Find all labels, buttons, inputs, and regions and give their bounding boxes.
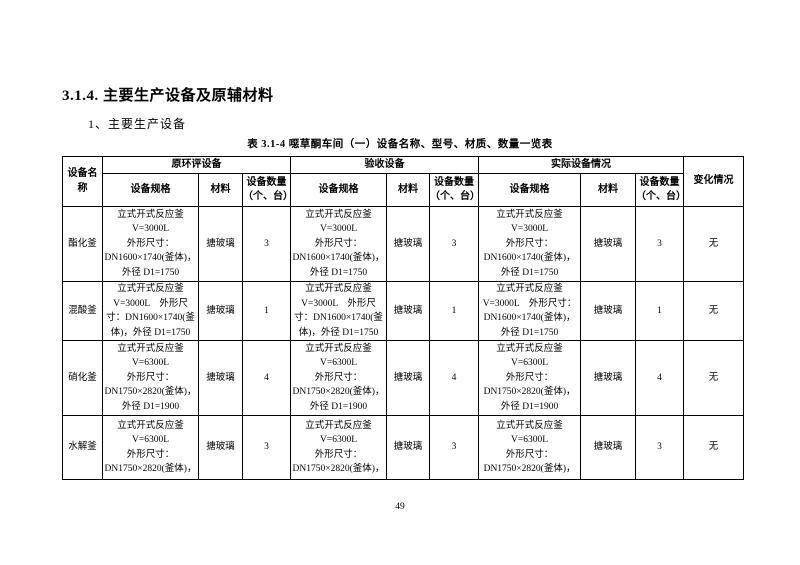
- header-change: 变化情况: [683, 156, 745, 207]
- header-actual-material: 材料: [580, 173, 637, 207]
- orig-spec: 立式开式反应釜 V=3000L 外形尺寸： DN1600×1740(釜体)， 外…: [102, 206, 199, 282]
- actual-material: 搪玻璃: [580, 415, 637, 480]
- change-status: 无: [683, 415, 745, 480]
- table-header-row-sub: 设备规格 材料 设备数量 （个、台） 设备规格 材料 设备数量 （个、台） 设备…: [63, 173, 744, 207]
- accept-spec: 立式开式反应釜 V=3000L 外形尺寸： DN1600×1740(釜体)， 外…: [290, 206, 387, 282]
- table-row: 硝化釜 立式开式反应釜 V=6300L 外形尺寸： DN1750×2820(釜体…: [62, 340, 745, 416]
- orig-material: 搪玻璃: [198, 281, 243, 341]
- header-orig-material: 材料: [198, 173, 243, 207]
- orig-spec: 立式开式反应釜 V=3000L 外形尺 寸：DN1600×1740(釜 体)，外…: [102, 281, 199, 341]
- actual-spec: 立式开式反应釜 V=6300L 外形尺寸： DN1750×2820(釜体)，: [478, 415, 582, 480]
- accept-spec: 立式开式反应釜 V=6300L 外形尺寸： DN1750×2820(釜体)，: [290, 415, 387, 480]
- accept-qty: 3: [428, 206, 480, 282]
- orig-qty: 4: [242, 340, 291, 416]
- accept-qty: 3: [428, 415, 480, 480]
- equipment-name: 硝化釜: [62, 340, 103, 416]
- header-orig-spec: 设备规格: [102, 173, 199, 207]
- table-caption: 表 3.1-4 噁草酮车间（一）设备名称、型号、材质、数量一览表: [247, 139, 553, 150]
- accept-material: 搪玻璃: [386, 415, 430, 480]
- table-row: 混酸釜 立式开式反应釜 V=3000L 外形尺 寸：DN1600×1740(釜 …: [62, 281, 745, 341]
- equipment-name: 混酸釜: [62, 281, 103, 341]
- actual-spec: 立式开式反应釜 V=6300L 外形尺寸： DN1750×2820(釜体)， 外…: [478, 340, 582, 416]
- header-accept-qty: 设备数量 （个、台）: [428, 173, 480, 207]
- actual-spec: 立式开式反应釜 V=3000L 外形尺寸： DN1600×1740(釜体)， 外…: [478, 281, 582, 341]
- equipment-table: 设备名称 原环评设备 验收设备 实际设备情况 变化情况 设备规格 材料 设备数量…: [62, 156, 745, 480]
- actual-qty: 1: [635, 281, 685, 341]
- accept-material: 搪玻璃: [386, 340, 430, 416]
- orig-qty: 1: [242, 281, 291, 341]
- accept-qty: 4: [428, 340, 480, 416]
- actual-material: 搪玻璃: [580, 206, 637, 282]
- orig-qty: 3: [242, 206, 291, 282]
- actual-spec: 立式开式反应釜 V=3000L 外形尺寸： DN1600×1740(釜体)， 外…: [478, 206, 582, 282]
- orig-qty: 3: [242, 415, 291, 480]
- change-status: 无: [683, 206, 745, 282]
- equipment-name: 水解釜: [62, 415, 103, 480]
- actual-qty: 4: [635, 340, 685, 416]
- header-actual-spec: 设备规格: [478, 173, 582, 207]
- actual-material: 搪玻璃: [580, 340, 637, 416]
- accept-qty: 1: [428, 281, 480, 341]
- accept-material: 搪玻璃: [386, 206, 430, 282]
- header-group-original-eia: 原环评设备: [102, 156, 291, 174]
- accept-spec: 立式开式反应釜 V=6300L 外形尺寸： DN1750×2820(釜体)， 外…: [290, 340, 387, 416]
- header-equipment-name: 设备名称: [62, 156, 103, 207]
- header-orig-qty: 设备数量 （个、台）: [242, 173, 291, 207]
- accept-material: 搪玻璃: [386, 281, 430, 341]
- orig-material: 搪玻璃: [198, 415, 243, 480]
- section-heading: 3.1.4. 主要生产设备及原辅材料: [62, 88, 274, 104]
- orig-material: 搪玻璃: [198, 340, 243, 416]
- orig-spec: 立式开式反应釜 V=6300L 外形尺寸： DN1750×2820(釜体)， 外…: [102, 340, 199, 416]
- header-accept-material: 材料: [386, 173, 430, 207]
- equipment-name: 酯化釜: [62, 206, 103, 282]
- table-row: 酯化釜 立式开式反应釜 V=3000L 外形尺寸： DN1600×1740(釜体…: [62, 206, 745, 282]
- orig-spec: 立式开式反应釜 V=6300L 外形尺寸： DN1750×2820(釜体)，: [102, 415, 199, 480]
- actual-material: 搪玻璃: [580, 281, 637, 341]
- header-group-acceptance: 验收设备: [289, 156, 480, 174]
- actual-qty: 3: [635, 206, 685, 282]
- accept-spec: 立式开式反应釜 V=3000L 外形尺 寸：DN1600×1740(釜 体)，外…: [290, 281, 387, 341]
- change-status: 无: [683, 340, 745, 416]
- header-actual-qty: 设备数量 （个、台）: [635, 173, 685, 207]
- table-row: 水解釜 立式开式反应釜 V=6300L 外形尺寸： DN1750×2820(釜体…: [62, 415, 745, 480]
- sub-heading: 1、主要生产设备: [88, 117, 187, 131]
- header-group-actual: 实际设备情况: [478, 156, 685, 174]
- page-number: 49: [395, 502, 405, 512]
- orig-material: 搪玻璃: [198, 206, 243, 282]
- table-header-row-groups: 设备名称 原环评设备 验收设备 实际设备情况 变化情况: [62, 156, 745, 207]
- header-accept-spec: 设备规格: [290, 173, 387, 207]
- actual-qty: 3: [635, 415, 685, 480]
- change-status: 无: [683, 281, 745, 341]
